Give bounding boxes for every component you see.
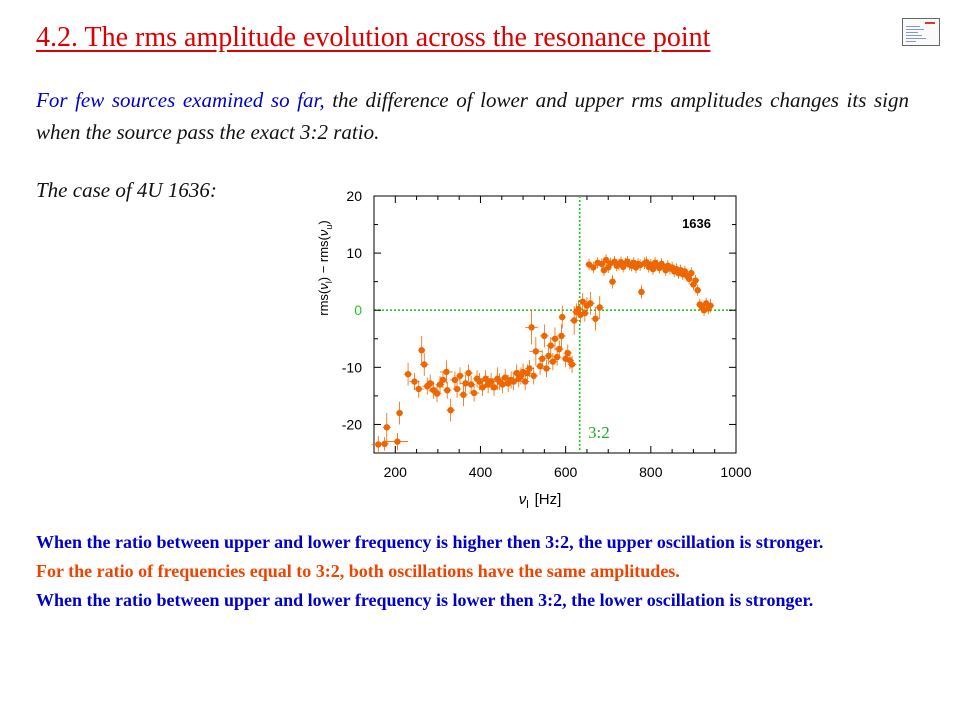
- data-point: [446, 398, 455, 422]
- data-point: [432, 385, 442, 403]
- data-point: [396, 401, 403, 425]
- intro-paragraph: For few sources examined so far, the dif…: [36, 84, 909, 148]
- data-point: [544, 347, 553, 365]
- data-point: [540, 324, 549, 348]
- x-axis-symbol: ν: [519, 491, 527, 508]
- intro-text-blue: For few sources examined so far,: [36, 88, 333, 112]
- data-point: [380, 437, 389, 451]
- y-axis-nu1: ν: [316, 283, 331, 290]
- x-axis-unit: [Hz]: [535, 491, 562, 508]
- y-tick-label: -10: [342, 359, 362, 375]
- data-point: [455, 367, 465, 385]
- data-point: [580, 304, 590, 322]
- data-point: [557, 324, 566, 348]
- data-point: [546, 337, 555, 355]
- data-point: [567, 355, 577, 374]
- data-point: [589, 261, 597, 274]
- x-tick-label: 200: [384, 464, 408, 480]
- y-tick-label: 0: [354, 302, 362, 318]
- x-tick-label: 400: [469, 464, 493, 480]
- data-point: [409, 373, 420, 391]
- conclusions: When the ratio between upper and lower f…: [36, 528, 909, 615]
- data-point: [550, 327, 560, 351]
- data-point: [452, 380, 462, 398]
- data-point: [438, 371, 448, 389]
- y-axis-nu2: ν: [316, 229, 331, 236]
- slide-thumbnail-icon[interactable]: [902, 18, 940, 46]
- y-axis-sub1: l: [324, 281, 334, 283]
- data-point: [413, 380, 424, 398]
- intro-text-dark: the difference of lower and upper rms am…: [36, 88, 909, 144]
- data-point: [558, 305, 566, 329]
- y-axis-sub2: u: [324, 225, 334, 230]
- data-point: [425, 374, 435, 392]
- conclusion-lower-stronger: When the ratio between upper and lower f…: [36, 590, 814, 610]
- data-point: [418, 335, 426, 365]
- x-axis-subscript: l: [526, 499, 528, 511]
- data-point: [598, 258, 606, 270]
- y-axis-close: ): [316, 220, 331, 224]
- data-point: [386, 433, 409, 451]
- data-point: [638, 285, 645, 299]
- slide-title: 4.2. The rms amplitude evolution across …: [36, 22, 711, 53]
- x-axis-label: νl [Hz]: [519, 491, 562, 511]
- data-point: [591, 307, 600, 331]
- data-point: [442, 381, 452, 399]
- data-point: [486, 373, 496, 391]
- x-tick-label: 600: [554, 464, 578, 480]
- data-point: [419, 353, 429, 376]
- conclusion-upper-stronger: When the ratio between upper and lower f…: [36, 532, 824, 552]
- x-tick-label: 800: [639, 464, 663, 480]
- y-axis-rms1: rms(: [316, 289, 331, 316]
- data-point: [525, 310, 538, 345]
- data-point: [525, 359, 534, 378]
- data-point: [578, 293, 587, 311]
- data-point: [687, 267, 695, 279]
- data-point: [707, 298, 714, 313]
- y-axis-minus: ) − rms(: [316, 235, 331, 281]
- y-tick-label: 20: [346, 188, 362, 204]
- data-point: [537, 350, 547, 368]
- data-point: [459, 383, 468, 407]
- data-point: [489, 378, 499, 396]
- data-point: [440, 360, 453, 384]
- conclusion-equal-amplitudes: For the ratio of frequencies equal to 3:…: [36, 561, 680, 581]
- data-point: [692, 274, 699, 287]
- data-point: [586, 291, 595, 315]
- data-point: [468, 384, 480, 402]
- data-point: [529, 337, 543, 366]
- data-point: [449, 371, 461, 389]
- data-point: [464, 364, 473, 382]
- data-point: [555, 340, 564, 358]
- plot-frame: [373, 195, 737, 454]
- y-tick-label: 10: [346, 245, 362, 261]
- data-point: [382, 413, 392, 442]
- data-point: [649, 263, 657, 275]
- data-point: [371, 435, 385, 453]
- data-point: [694, 284, 702, 296]
- case-label: The case of 4U 1636:: [36, 178, 217, 202]
- data-point: [548, 353, 558, 371]
- data-point: [595, 295, 604, 319]
- data-point: [520, 373, 530, 391]
- data-point: [403, 362, 413, 386]
- data-point: [602, 254, 610, 266]
- source-label: 1636: [682, 216, 711, 231]
- data-point: [542, 359, 551, 378]
- y-axis-label: rms(νl) − rms(νu): [316, 220, 334, 316]
- ratio-label: 3:2: [588, 423, 610, 442]
- data-point: [609, 274, 616, 289]
- y-tick-label: -20: [342, 416, 362, 432]
- data-point: [529, 367, 538, 385]
- x-tick-label: 1000: [720, 464, 751, 480]
